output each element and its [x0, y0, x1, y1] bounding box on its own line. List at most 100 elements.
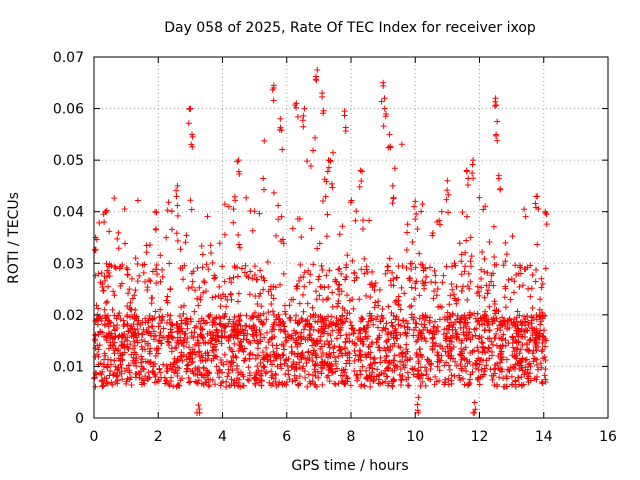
data-point — [490, 223, 497, 230]
data-point — [321, 360, 328, 367]
data-point — [489, 376, 496, 383]
data-point — [477, 314, 484, 321]
data-point — [134, 339, 141, 346]
data-point — [443, 333, 450, 340]
data-point — [254, 345, 261, 352]
data-point — [119, 262, 126, 269]
data-point — [127, 299, 134, 306]
data-point — [222, 293, 229, 300]
data-point — [412, 320, 419, 327]
data-point — [299, 117, 306, 124]
data-point — [302, 374, 309, 381]
data-point — [267, 283, 274, 290]
data-point — [95, 346, 102, 353]
data-point — [516, 283, 523, 290]
data-point — [260, 175, 267, 182]
data-point — [314, 245, 321, 252]
data-point — [200, 364, 207, 371]
data-point — [129, 295, 136, 302]
data-point — [152, 226, 159, 233]
data-point — [450, 344, 457, 351]
data-point — [349, 296, 356, 303]
data-point — [388, 309, 395, 316]
data-point — [525, 379, 532, 386]
data-point — [273, 383, 280, 390]
data-point — [113, 315, 120, 322]
data-point — [434, 363, 441, 370]
data-point — [320, 198, 327, 205]
data-point — [474, 376, 481, 383]
data-point — [191, 324, 198, 331]
data-point — [367, 294, 374, 301]
data-point — [522, 364, 529, 371]
data-point — [285, 355, 292, 362]
data-point — [378, 370, 385, 377]
data-point — [105, 283, 112, 290]
data-point — [182, 319, 189, 326]
data-point — [260, 354, 267, 361]
data-point — [513, 345, 520, 352]
data-point — [273, 316, 280, 323]
data-point — [398, 284, 405, 291]
data-point — [174, 364, 181, 371]
data-point — [191, 308, 198, 315]
data-point — [106, 273, 113, 280]
data-point — [431, 288, 438, 295]
data-point — [489, 341, 496, 348]
data-point — [365, 333, 372, 340]
data-point — [500, 262, 507, 269]
data-point — [519, 333, 526, 340]
data-point — [188, 131, 195, 138]
data-point — [318, 370, 325, 377]
data-point — [390, 357, 397, 364]
data-point — [462, 363, 469, 370]
data-point — [286, 315, 293, 322]
data-point — [484, 322, 491, 329]
data-point — [533, 373, 540, 380]
data-point — [406, 275, 413, 282]
data-point — [203, 367, 210, 374]
data-point — [380, 82, 387, 89]
data-point — [458, 356, 465, 363]
data-point — [177, 265, 184, 272]
data-point — [364, 375, 371, 382]
data-point — [506, 368, 513, 375]
data-point — [151, 360, 158, 367]
data-point — [460, 375, 467, 382]
data-point — [497, 367, 504, 374]
data-point — [124, 271, 131, 278]
data-point — [214, 353, 221, 360]
data-point — [238, 265, 245, 272]
data-point — [459, 209, 466, 216]
data-point — [480, 206, 487, 213]
data-point — [509, 322, 516, 329]
data-point — [445, 381, 452, 388]
data-point — [201, 279, 208, 286]
data-point — [446, 301, 453, 308]
data-point — [144, 329, 151, 336]
data-points — [91, 66, 550, 416]
data-point — [329, 303, 336, 310]
data-point — [316, 292, 323, 299]
data-point — [523, 356, 530, 363]
data-point — [385, 380, 392, 387]
data-point — [433, 327, 440, 334]
data-point — [488, 338, 495, 345]
data-point — [437, 357, 444, 364]
data-point — [507, 296, 514, 303]
data-point — [408, 260, 415, 267]
data-point — [270, 295, 277, 302]
data-point — [297, 340, 304, 347]
data-point — [434, 323, 441, 330]
data-point — [512, 354, 519, 361]
data-point — [111, 263, 118, 270]
data-point — [197, 296, 204, 303]
data-point — [502, 304, 509, 311]
data-point — [318, 364, 325, 371]
data-point — [191, 341, 198, 348]
data-point — [242, 262, 249, 269]
data-point — [448, 280, 455, 287]
data-point — [174, 321, 181, 328]
data-point — [246, 291, 253, 298]
data-point — [291, 351, 298, 358]
